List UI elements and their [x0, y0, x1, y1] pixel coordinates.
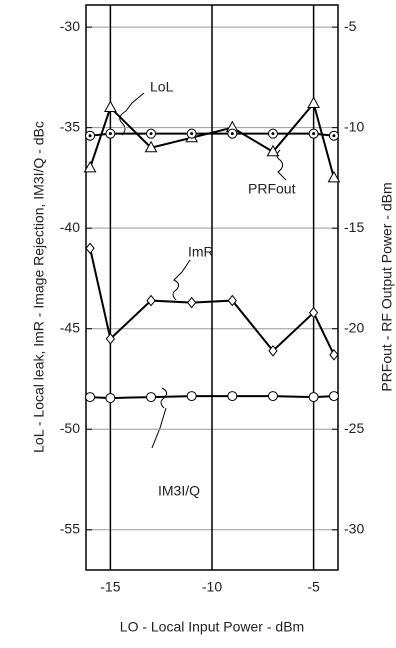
- marker: [329, 349, 339, 361]
- marker: [104, 100, 117, 113]
- marker: [85, 242, 95, 255]
- leader: [276, 149, 287, 181]
- marker: [266, 144, 280, 157]
- y2-tick-label: -30: [344, 520, 364, 536]
- series-line: [89, 132, 335, 137]
- marker: [85, 392, 96, 403]
- x-tick-label: -5: [307, 579, 320, 595]
- y-axis-label: LoL - Local leak, ImR - Image Rejection,…: [31, 121, 47, 453]
- series-line: [89, 248, 335, 356]
- marker: [83, 160, 97, 173]
- y-tick-label: -55: [60, 520, 80, 536]
- marker: [146, 294, 156, 307]
- marker-dot: [271, 132, 275, 136]
- marker: [186, 391, 197, 402]
- marker: [144, 140, 158, 153]
- y2-tick-label: -25: [344, 420, 364, 436]
- marker: [146, 392, 157, 403]
- marker: [267, 391, 278, 402]
- x-axis-label: LO - Local Input Power - dBm: [120, 619, 304, 635]
- series-line: [90, 395, 334, 400]
- y2-tick-label: -20: [344, 319, 364, 335]
- leader: [119, 92, 145, 136]
- y-tick-label: -45: [60, 319, 80, 335]
- marker: [308, 392, 319, 403]
- marker: [308, 306, 319, 319]
- leader: [172, 259, 191, 301]
- marker-dot: [312, 132, 316, 136]
- marker: [307, 96, 320, 109]
- marker: [227, 391, 238, 402]
- series-label: ImR: [188, 244, 214, 260]
- marker: [105, 393, 116, 404]
- marker-dot: [190, 132, 194, 136]
- y-tick-label: -40: [60, 219, 80, 235]
- y2-axis-label: PRFout - RF Output Power - dBm: [379, 182, 395, 391]
- marker: [328, 391, 339, 402]
- y-tick-label: -35: [60, 118, 80, 134]
- series-label: IM3I/Q: [158, 483, 200, 499]
- marker: [327, 170, 341, 183]
- y-tick-label: -30: [60, 18, 80, 34]
- marker: [227, 294, 237, 307]
- y-tick-label: -50: [60, 420, 80, 436]
- series-label: LoL: [150, 79, 174, 95]
- marker: [105, 332, 116, 345]
- leader: [151, 387, 168, 449]
- y2-tick-label: -10: [344, 118, 364, 134]
- marker: [268, 345, 278, 357]
- marker-dot: [88, 134, 92, 138]
- marker-dot: [230, 132, 234, 136]
- series-line: [89, 101, 335, 179]
- y2-tick-label: -5: [344, 18, 357, 34]
- marker: [187, 296, 197, 309]
- marker-dot: [149, 132, 153, 136]
- marker-dot: [332, 134, 336, 138]
- series-label: PRFout: [248, 181, 296, 197]
- y2-tick-label: -15: [344, 219, 364, 235]
- x-tick-label: -10: [202, 579, 222, 595]
- marker-dot: [108, 132, 112, 136]
- plot-frame: [85, 4, 339, 571]
- x-tick-label: -15: [100, 579, 120, 595]
